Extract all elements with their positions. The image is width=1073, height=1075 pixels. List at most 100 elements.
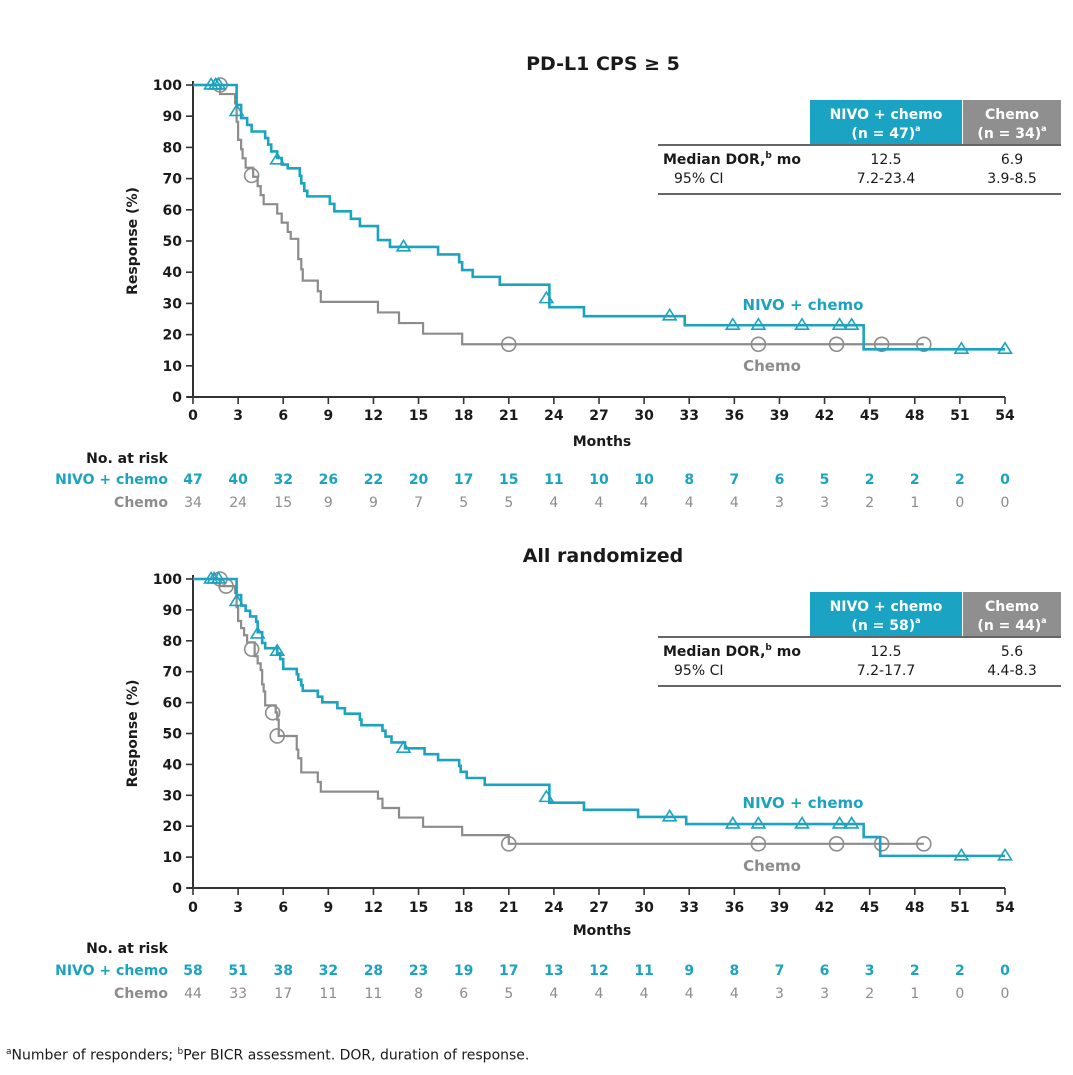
- x-tick-label: 24: [544, 408, 564, 424]
- nivo-censor-triangle: [997, 847, 1013, 861]
- at-risk-value-chemo: 5: [459, 495, 468, 511]
- at-risk-value-chemo: 4: [685, 986, 694, 1002]
- x-tick-label: 30: [634, 900, 654, 916]
- table-row-label: 95% CI: [674, 663, 723, 679]
- row-label-text: 95% CI: [674, 171, 723, 187]
- footnote-a-text: Number of responders;: [11, 1047, 178, 1064]
- at-risk-value-nivo: 38: [273, 963, 292, 979]
- at-risk-value-nivo: 6: [775, 472, 785, 488]
- at-risk-header: No. at risk: [86, 451, 169, 467]
- nivo-censor-triangle: [794, 317, 810, 330]
- at-risk-value-nivo: 17: [454, 472, 473, 488]
- at-risk-value-nivo: 8: [729, 963, 739, 979]
- at-risk-value-chemo: 0: [955, 495, 964, 511]
- at-risk-value-nivo: 10: [589, 472, 609, 488]
- at-risk-value-nivo: 3: [865, 963, 875, 979]
- at-risk-value-nivo: 0: [1000, 472, 1010, 488]
- chemo-censor-circle: [915, 836, 932, 852]
- table-header-line2: (n = 47)a: [851, 124, 920, 142]
- at-risk-value-chemo: 33: [229, 986, 247, 1002]
- table-row-label: Median DOR,b mo: [663, 151, 801, 168]
- at-risk-value-chemo: 15: [274, 495, 292, 511]
- chart-title: PD-L1 CPS ≥ 5: [526, 53, 680, 75]
- table-header-chemo: [963, 592, 1061, 636]
- y-tick-label: 90: [163, 109, 183, 125]
- nivo-censor-triangle: [953, 341, 970, 354]
- y-tick-label: 50: [163, 234, 183, 250]
- table-row-label: Median DOR,b mo: [663, 643, 801, 660]
- chemo-curve: [193, 83, 924, 346]
- at-risk-label-nivo: NIVO + chemo: [55, 472, 168, 488]
- at-risk-value-nivo: 23: [409, 963, 428, 979]
- table-header-line2: (n = 34)a: [977, 124, 1046, 142]
- y-tick-label: 90: [163, 603, 183, 619]
- at-risk-value-nivo: 10: [634, 472, 654, 488]
- at-risk-value-nivo: 8: [684, 472, 694, 488]
- x-tick-label: 51: [950, 900, 969, 916]
- x-tick-label: 45: [860, 408, 879, 424]
- row-label-suffix: mo: [772, 152, 801, 168]
- y-axis-label: Response (%): [125, 680, 141, 788]
- x-tick-label: 51: [950, 408, 969, 424]
- y-tick-label: 0: [172, 881, 182, 897]
- nivo-series-label: NIVO + chemo: [743, 794, 864, 812]
- chemo-censor-circle: [828, 336, 845, 353]
- y-tick-label: 60: [163, 696, 183, 712]
- y-tick-label: 80: [163, 140, 183, 156]
- at-risk-value-nivo: 58: [183, 963, 202, 979]
- y-tick-label: 70: [163, 172, 183, 188]
- row-label-sup: b: [765, 151, 772, 161]
- x-tick-label: 12: [364, 408, 383, 424]
- table-header-nivo: [810, 592, 962, 636]
- table-header-line1: Chemo: [985, 599, 1039, 615]
- x-tick-label: 15: [409, 900, 428, 916]
- footnote-a-mark: a: [6, 1047, 12, 1057]
- chemo-censor-circle: [750, 836, 767, 852]
- at-risk-value-chemo: 9: [369, 495, 378, 511]
- x-tick-label: 6: [278, 900, 288, 916]
- at-risk-value-chemo: 0: [1001, 495, 1010, 511]
- nivo-censor-triangle: [794, 816, 810, 829]
- at-risk-value-chemo: 11: [319, 986, 337, 1002]
- at-risk-value-chemo: 1: [910, 495, 919, 511]
- at-risk-label-nivo: NIVO + chemo: [55, 963, 168, 979]
- row-label-text: Median DOR,: [663, 644, 765, 660]
- at-risk-value-nivo: 32: [319, 963, 338, 979]
- nivo-censor-triangle: [395, 238, 412, 252]
- at-risk-value-chemo: 4: [549, 495, 558, 511]
- at-risk-value-chemo: 3: [775, 495, 784, 511]
- at-risk-value-nivo: 2: [910, 963, 920, 979]
- at-risk-value-chemo: 4: [595, 986, 604, 1002]
- at-risk-value-nivo: 32: [273, 472, 292, 488]
- nivo-censor-triangle: [538, 290, 555, 304]
- at-risk-value-chemo: 4: [640, 986, 649, 1002]
- nivo-censor-triangle: [831, 317, 848, 330]
- table-cell: 4.4-8.3: [987, 663, 1037, 679]
- nivo-censor-triangle: [661, 307, 678, 321]
- x-axis-label: Months: [573, 923, 632, 939]
- y-axis-label: Response (%): [125, 187, 141, 295]
- x-tick-label: 39: [770, 408, 789, 424]
- chemo-series-label: Chemo: [743, 857, 801, 875]
- chemo-censor-circle: [750, 336, 767, 353]
- at-risk-value-chemo: 44: [184, 986, 202, 1002]
- chemo-censor-circle: [500, 336, 517, 353]
- table-cell: 12.5: [870, 152, 901, 168]
- at-risk-value-nivo: 17: [499, 963, 518, 979]
- table-header-sup: a: [915, 616, 920, 625]
- nivo-censor-triangle: [953, 847, 970, 861]
- nivo-censor-triangle: [724, 816, 741, 829]
- chemo-censor-circle: [243, 167, 260, 184]
- table-header-line1: Chemo: [985, 107, 1039, 123]
- nivo-censor-triangle: [724, 317, 741, 330]
- at-risk-value-chemo: 6: [459, 986, 468, 1002]
- table-header-line1: NIVO + chemo: [830, 107, 943, 123]
- nivo-censor-triangle: [997, 341, 1013, 354]
- y-tick-label: 0: [172, 390, 182, 406]
- table-header-line1: NIVO + chemo: [830, 599, 943, 615]
- at-risk-value-nivo: 0: [1000, 963, 1010, 979]
- at-risk-value-chemo: 17: [274, 986, 292, 1002]
- at-risk-label-chemo: Chemo: [114, 495, 168, 511]
- at-risk-value-nivo: 11: [634, 963, 653, 979]
